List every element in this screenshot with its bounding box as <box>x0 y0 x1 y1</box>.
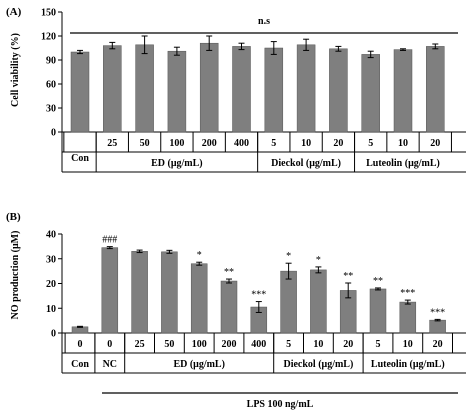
significance-label: ** <box>224 267 234 278</box>
bar <box>296 44 316 133</box>
category-label: 10 <box>403 339 413 350</box>
bar <box>70 51 90 133</box>
category-label: 25 <box>107 138 117 149</box>
y-tick-label: 0 <box>51 329 56 340</box>
category-label: 200 <box>222 339 237 350</box>
bar <box>220 280 238 334</box>
y-tick-label: 30 <box>46 254 56 265</box>
bar <box>161 251 178 334</box>
bar <box>310 269 327 334</box>
panel-a: (A) Cell viability (%) n.s 0 30 60 90 120 150… <box>6 6 466 173</box>
y-tick-label: 120 <box>41 32 56 43</box>
significance-label: *** <box>400 288 415 299</box>
bar <box>426 46 445 133</box>
category-label: 20 <box>430 138 440 149</box>
category-label: 50 <box>140 138 150 149</box>
category-label: 20 <box>433 339 443 350</box>
category-label: 50 <box>164 339 174 350</box>
group-label: NC <box>103 359 117 370</box>
category-label: 100 <box>192 339 207 350</box>
bar <box>329 48 348 133</box>
panel-a-ylabel: Cell viability (%) <box>10 33 21 107</box>
category-label: 200 <box>202 138 217 149</box>
bar <box>199 42 219 133</box>
group-label: Con <box>71 359 89 370</box>
category-label: 0 <box>78 339 83 350</box>
panel-b-axes: 0 10 20 30 40 <box>46 230 466 340</box>
category-label: 10 <box>301 138 311 149</box>
category-label: 100 <box>169 138 184 149</box>
category-label: 10 <box>313 339 323 350</box>
bar <box>232 46 251 133</box>
bar <box>399 301 417 334</box>
significance-label: ** <box>343 271 353 282</box>
group-label: Dieckol (μg/mL) <box>271 158 341 169</box>
lps-footer-label: LPS 100 ng/mL <box>247 399 314 410</box>
bar <box>361 54 380 133</box>
bar <box>264 47 284 133</box>
category-label: 20 <box>343 339 353 350</box>
group-label: Dieckol (μg/mL) <box>283 359 353 370</box>
y-tick-label: 150 <box>41 8 56 19</box>
category-label: 5 <box>286 339 291 350</box>
category-label: 20 <box>333 138 343 149</box>
bar <box>101 247 119 334</box>
bar <box>280 270 297 334</box>
group-label: Luteolin (μg/mL) <box>371 359 445 370</box>
y-tick-label: 60 <box>46 80 56 91</box>
category-label: 25 <box>135 339 145 350</box>
significance-label: * <box>316 255 321 266</box>
significance-label: ** <box>373 276 383 287</box>
category-label: 5 <box>271 138 276 149</box>
y-tick-label: 90 <box>46 56 56 67</box>
category-label: 400 <box>251 339 266 350</box>
panel-a-category-table: 25 50 100 200 400 5 10 20 5 10 20 ED (μg/mL) Dieckol… <box>61 132 466 173</box>
significance-label: *** <box>251 290 266 301</box>
ns-annotation: n.s <box>258 16 270 27</box>
y-tick-label: 10 <box>46 304 56 315</box>
y-tick-label: 40 <box>46 230 56 241</box>
group-label: ED (μg/mL) <box>151 158 203 169</box>
category-label: 0 <box>107 339 112 350</box>
bar <box>131 251 148 334</box>
panel-a-label: (A) <box>6 6 22 18</box>
bar <box>167 50 187 133</box>
bar <box>135 44 154 133</box>
category-label-con: Con <box>71 153 89 164</box>
bar <box>369 288 387 334</box>
group-label: ED (μg/mL) <box>173 359 225 370</box>
panel-b-label: (B) <box>6 211 21 223</box>
bar <box>429 319 446 334</box>
bar <box>103 45 122 133</box>
panel-b-bars: ###******* *** ******** <box>71 235 446 334</box>
bar <box>393 49 413 133</box>
significance-label: *** <box>430 307 445 318</box>
significance-label: * <box>286 251 291 262</box>
category-label: 5 <box>368 138 373 149</box>
significance-label: ### <box>102 235 117 246</box>
panel-b-ylabel: NO production (μM) <box>10 231 21 320</box>
category-label: 400 <box>234 138 249 149</box>
panel-b-category-table: 0 0 25 50 100 200 400 5 10 20 5 10 20 Con NC ED (μg/mL)… <box>61 333 466 374</box>
category-label: 5 <box>376 339 381 350</box>
y-tick-label: 0 <box>51 128 56 139</box>
significance-label: * <box>197 250 202 261</box>
bar <box>190 263 208 334</box>
panel-a-bars <box>70 35 445 133</box>
group-label: Luteolin (μg/mL) <box>366 158 440 169</box>
y-tick-label: 30 <box>46 104 56 115</box>
panel-a-axes: 0 30 60 90 120 150 <box>41 8 466 139</box>
category-label: 10 <box>398 138 408 149</box>
y-tick-label: 20 <box>46 279 56 290</box>
